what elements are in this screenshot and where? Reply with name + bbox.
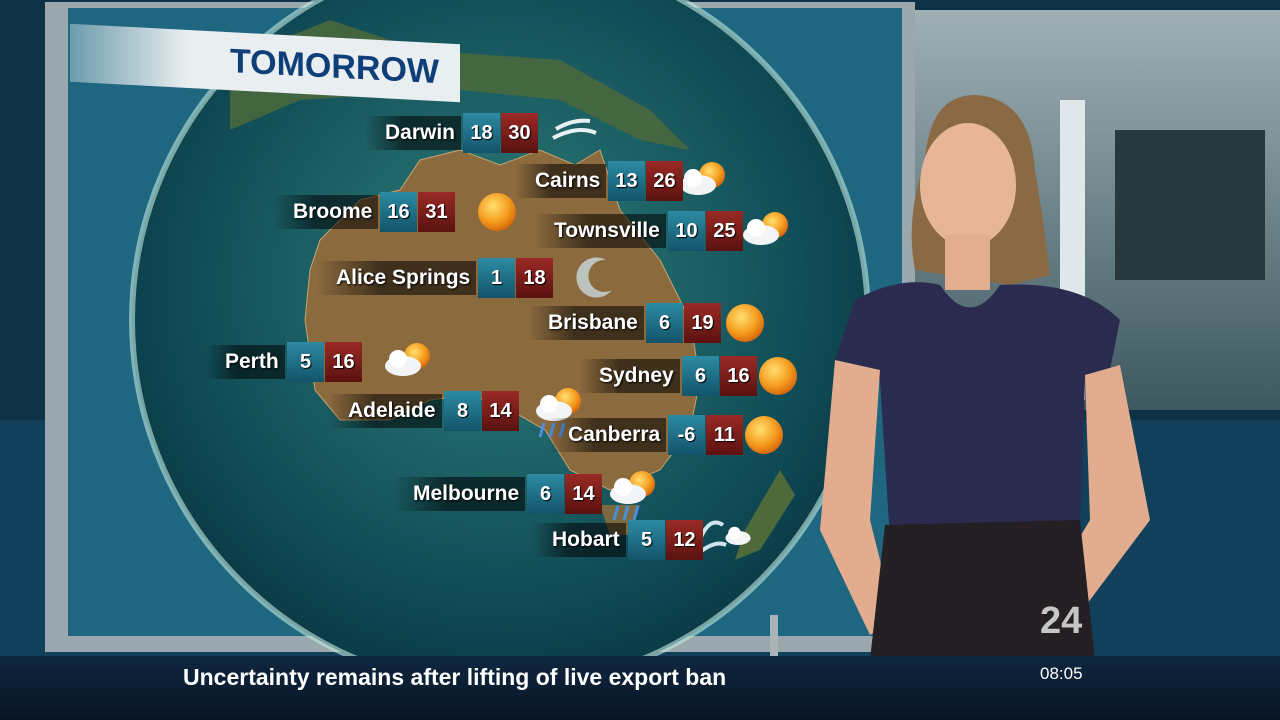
max-temp: 25: [706, 211, 743, 251]
cloud: [684, 169, 702, 187]
cloud: [747, 219, 765, 237]
min-temp: 5: [628, 520, 665, 560]
city-name: Perth: [205, 345, 285, 379]
wind: [552, 118, 597, 140]
max-temp: 14: [565, 474, 602, 514]
cloud: [540, 395, 558, 413]
city-name: Sydney: [579, 359, 680, 393]
cloud: [614, 478, 632, 496]
city-name: Broome: [273, 195, 379, 229]
cloud: [728, 526, 741, 540]
presenter-neck: [945, 235, 990, 290]
city-name: Alice Springs: [316, 261, 477, 295]
city-name: Darwin: [365, 116, 462, 150]
presenter-skirt: [870, 520, 1095, 660]
min-temp: 18: [463, 113, 500, 153]
max-temp: 26: [646, 161, 683, 201]
min-temp: 5: [287, 342, 324, 382]
max-temp: 31: [418, 192, 455, 232]
cloud: [389, 350, 407, 368]
min-temp: 1: [478, 258, 515, 298]
moon: [576, 257, 612, 298]
max-temp: 14: [482, 391, 519, 431]
sun: [726, 304, 764, 342]
news-ticker: Uncertainty remains after lifting of liv…: [0, 656, 1280, 720]
screen-stand: [770, 615, 778, 660]
presenter-face: [920, 123, 1016, 247]
min-temp: 6: [527, 474, 564, 514]
max-temp: 18: [516, 258, 553, 298]
weather-icons: [385, 118, 797, 554]
min-temp: 16: [380, 192, 417, 232]
min-temp: 8: [444, 391, 481, 431]
max-temp: 30: [501, 113, 538, 153]
newsroom-interior: [1115, 130, 1265, 280]
max-temp: 16: [720, 356, 757, 396]
city-name: Canberra: [548, 418, 667, 452]
map-title: TOMORROW: [230, 42, 440, 92]
city-name: Townsville: [534, 214, 666, 248]
clock: 08:05: [1040, 664, 1083, 683]
city-name: Adelaide: [328, 394, 442, 428]
sun: [745, 416, 783, 454]
sun: [478, 193, 516, 231]
min-temp: 6: [682, 356, 719, 396]
max-temp: 12: [666, 520, 703, 560]
presenter-top: [835, 282, 1120, 540]
city-name: Melbourne: [393, 477, 526, 511]
min-temp: 13: [608, 161, 645, 201]
ticker-headline: Uncertainty remains after lifting of liv…: [183, 664, 727, 690]
max-temp: 19: [684, 303, 721, 343]
city-name: Hobart: [532, 523, 626, 557]
min-temp: -6: [668, 415, 705, 455]
min-temp: 6: [646, 303, 683, 343]
rain: [612, 505, 640, 521]
channel-logo: 24: [1040, 600, 1083, 642]
min-temp: 10: [668, 211, 705, 251]
sun: [759, 357, 797, 395]
city-name: Cairns: [515, 164, 607, 198]
city-name: Brisbane: [528, 306, 644, 340]
presenter-arm-left: [820, 360, 895, 635]
max-temp: 11: [706, 415, 743, 455]
max-temp: 16: [325, 342, 362, 382]
